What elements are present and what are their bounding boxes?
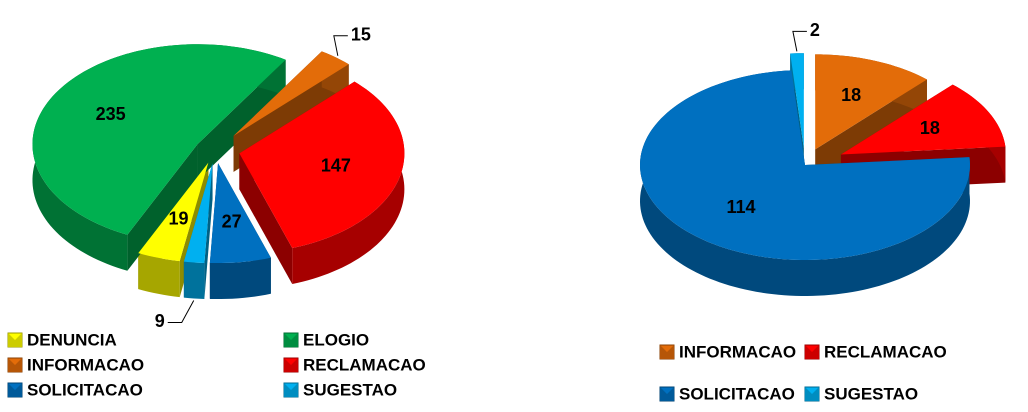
slice-side <box>183 261 205 299</box>
slice <box>640 70 970 260</box>
data-label: 9 <box>155 311 165 331</box>
legend-label: SUGESTAO <box>824 384 918 403</box>
slice-cut <box>239 153 293 285</box>
legend-swatch-shade <box>284 383 298 397</box>
pie-tops <box>640 53 1006 260</box>
data-label: 19 <box>168 209 188 229</box>
data-label: 27 <box>222 211 242 231</box>
pie-tops <box>32 44 405 264</box>
slice <box>32 44 286 235</box>
data-label: 114 <box>726 197 755 217</box>
slice <box>183 163 213 263</box>
legend-label: DENUNCIA <box>27 330 117 349</box>
legend-swatch-shade <box>660 387 674 401</box>
legend-swatch-shade <box>284 358 298 372</box>
legend-swatch-shade <box>8 333 22 347</box>
legend-label: RECLAMACAO <box>303 355 426 374</box>
legend-label: ELOGIO <box>303 330 369 349</box>
legend-label: SUGESTAO <box>303 380 397 399</box>
slice <box>233 51 349 136</box>
labels: 18 18 114 2 <box>726 20 939 217</box>
slice <box>840 84 1006 155</box>
leader-line <box>333 35 348 56</box>
slice-side <box>138 253 180 298</box>
legend-swatch-shade <box>805 345 819 359</box>
legend-swatch-shade <box>660 345 674 359</box>
data-label: 235 <box>96 104 126 124</box>
slice <box>239 81 405 249</box>
legend-swatch-shade <box>8 383 22 397</box>
data-label: 147 <box>321 155 351 175</box>
legend-label: SOLICITACAO <box>27 380 143 399</box>
legend-swatch-shade <box>284 333 298 347</box>
slice <box>209 163 271 264</box>
legend-label: INFORMACAO <box>679 342 796 361</box>
slice <box>138 162 209 262</box>
slice-side <box>209 257 271 300</box>
slice <box>815 54 927 150</box>
data-label: 18 <box>920 118 940 138</box>
slice-cut <box>127 144 198 271</box>
legend-label: SOLICITACAO <box>679 384 795 403</box>
legend-swatch-shade <box>8 358 22 372</box>
leader-line <box>792 30 807 52</box>
leader-line <box>167 300 195 323</box>
data-label: 18 <box>841 85 861 105</box>
slice-cut <box>197 59 286 181</box>
data-label: 15 <box>351 25 371 45</box>
slice <box>790 53 804 149</box>
legend-swatch-shade <box>805 387 819 401</box>
data-label: 2 <box>810 20 820 40</box>
legend-label: RECLAMACAO <box>824 342 947 361</box>
legend-label: INFORMACAO <box>27 355 144 374</box>
